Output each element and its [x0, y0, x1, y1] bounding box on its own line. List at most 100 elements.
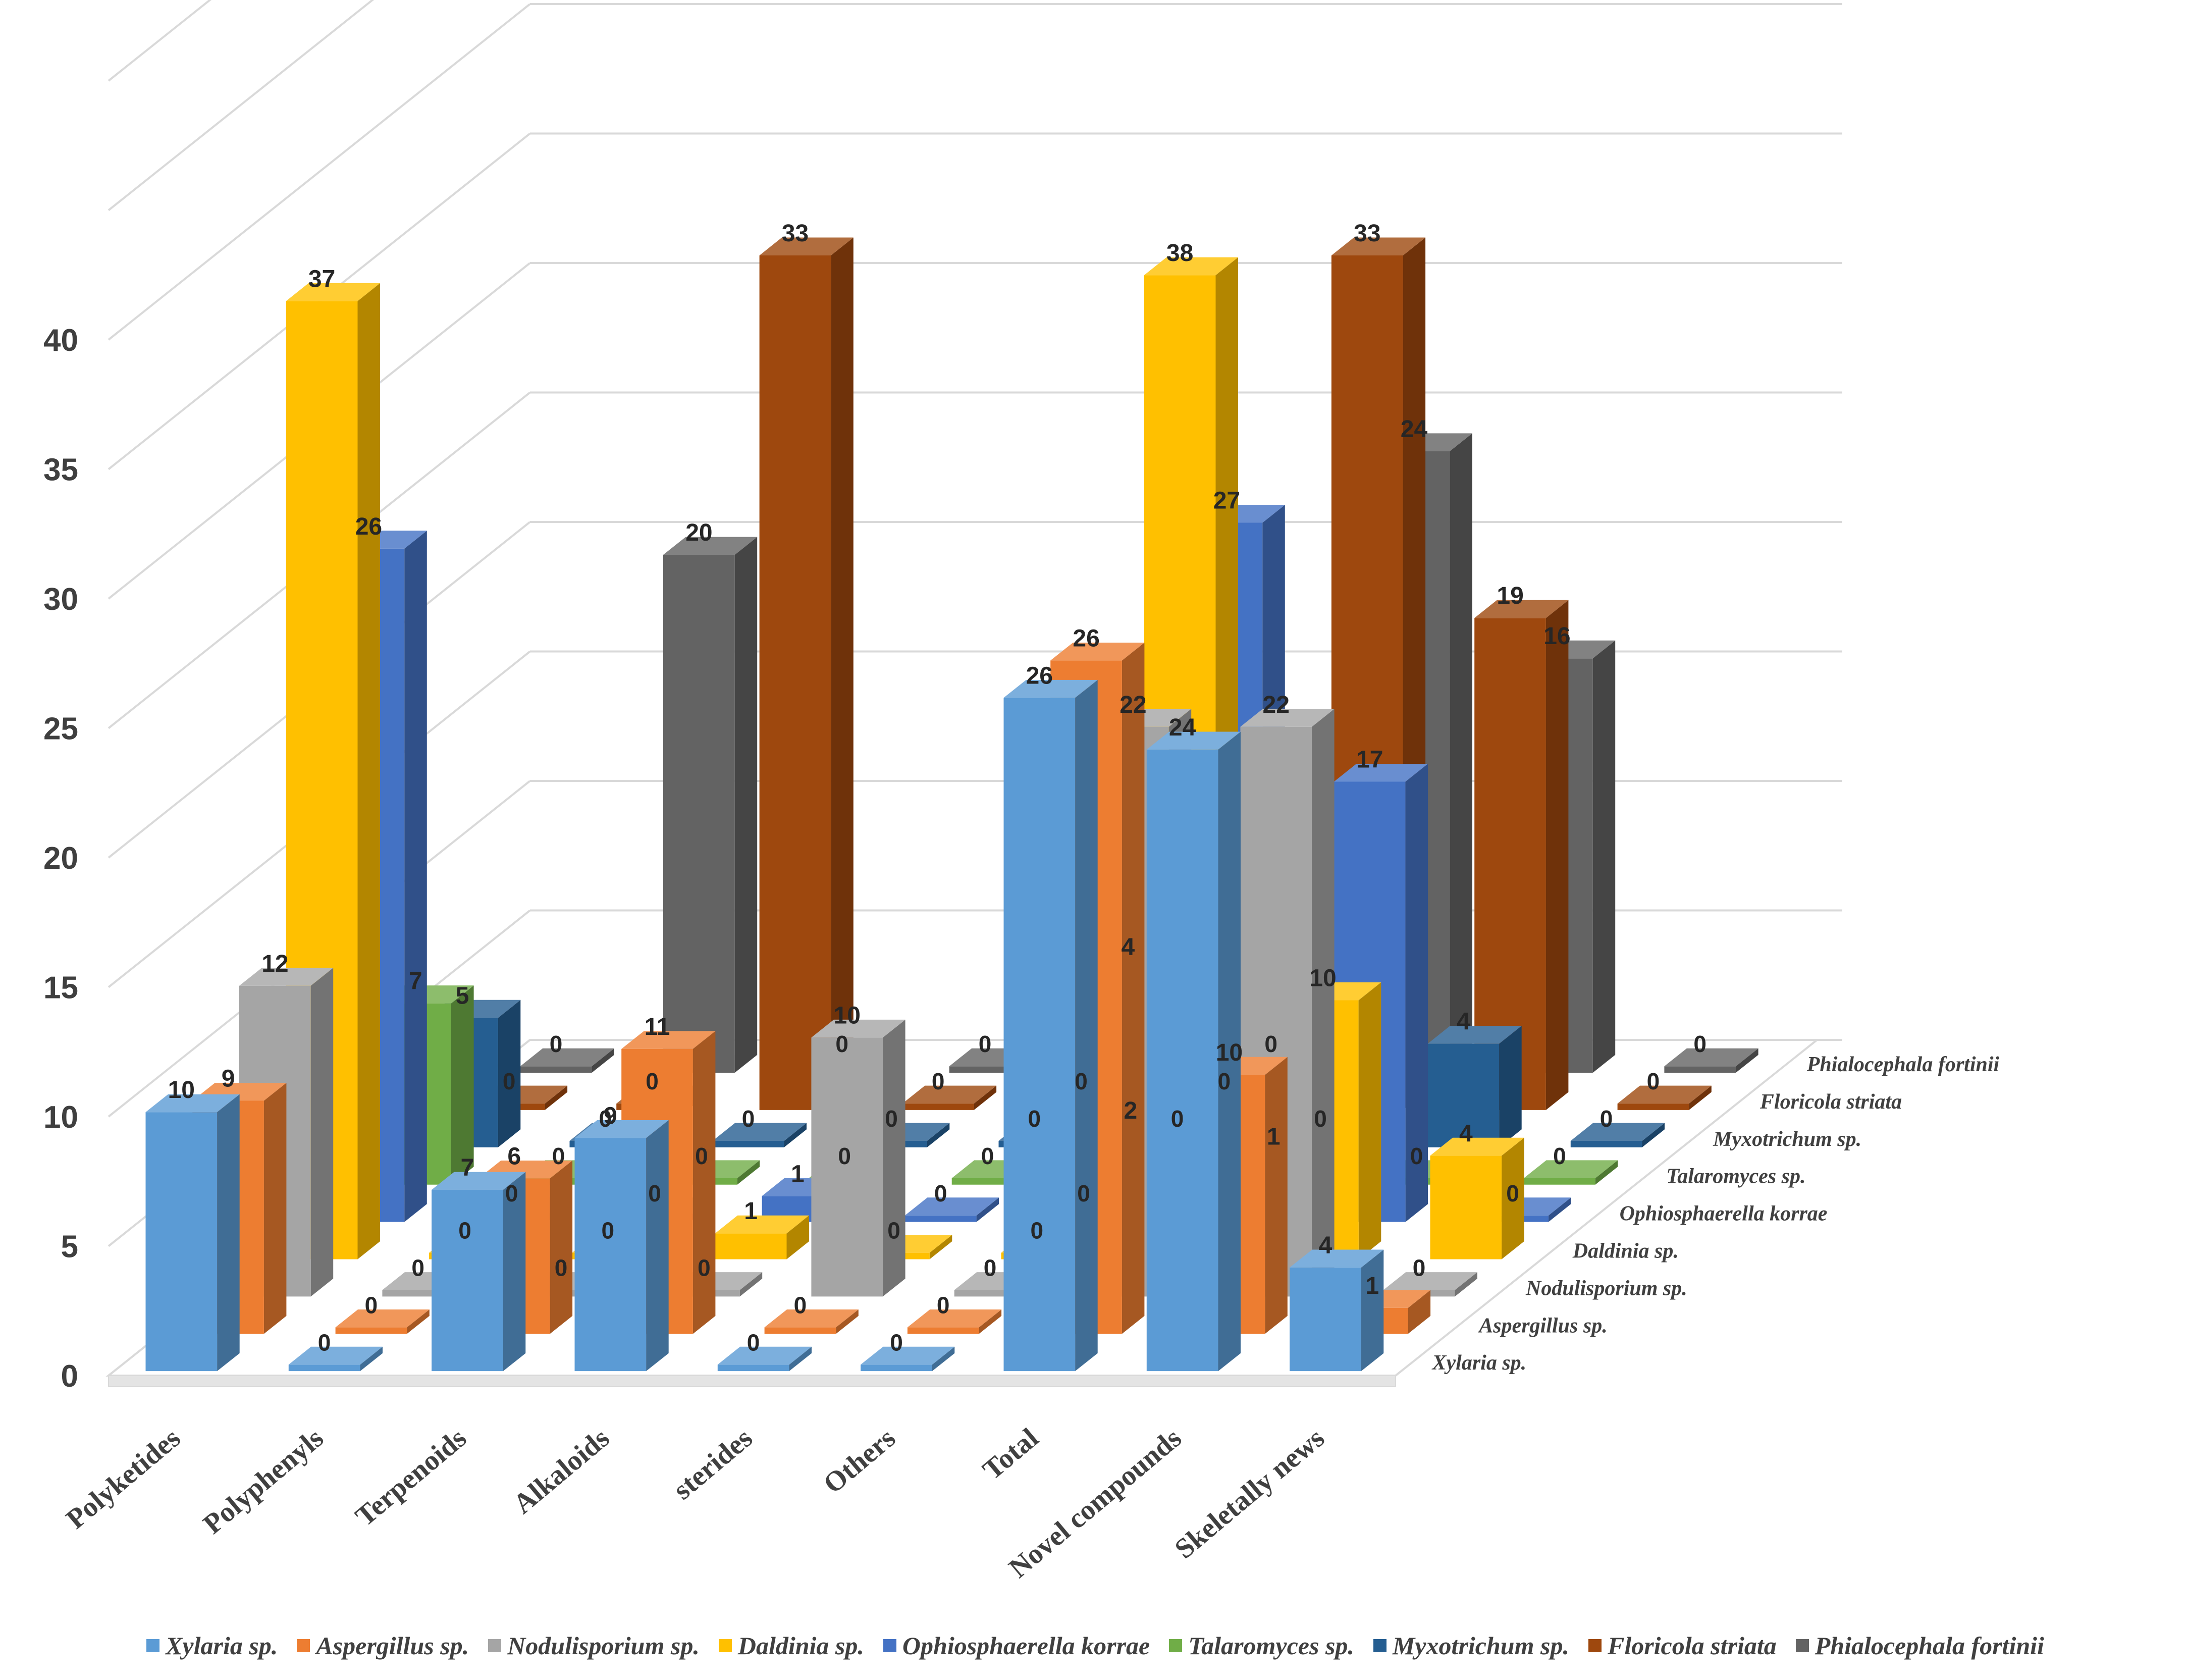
category-label: Skeletally news — [1169, 1422, 1330, 1564]
bar-front — [335, 1327, 407, 1334]
series-axis-labels: Xylaria sp. Aspergillus sp. Nodulisporium … — [1431, 1053, 2000, 1375]
legend-item: Myxotrichum sp. — [1373, 1631, 1569, 1660]
bar-top — [1524, 1160, 1618, 1178]
bar-top — [1430, 1137, 1524, 1156]
bar-aspergillus-sp--1 — [335, 1309, 430, 1334]
data-label: 27 — [1213, 488, 1240, 514]
data-label: 1 — [744, 1198, 758, 1225]
bar-xylaria-sp--7 — [1146, 731, 1241, 1372]
bar-side — [357, 283, 380, 1259]
bar-front — [902, 1104, 974, 1110]
data-label: 0 — [934, 1180, 947, 1206]
bar-top — [574, 1120, 669, 1138]
data-label: 2 — [1124, 1097, 1138, 1124]
bar-top — [1050, 643, 1145, 661]
data-label: 5 — [456, 982, 469, 1009]
data-label: 7 — [409, 968, 422, 995]
bar-floricola-striata-7 — [1474, 600, 1569, 1110]
bar-top — [286, 283, 380, 301]
category-label: Others — [818, 1422, 901, 1499]
bar-top — [1146, 731, 1241, 750]
bar-side — [451, 985, 474, 1185]
category-label: Polyphenyls — [197, 1422, 330, 1540]
y-tick-label: 15 — [43, 971, 78, 1006]
data-label: 10 — [168, 1077, 195, 1104]
bar-front — [1430, 1156, 1502, 1259]
bar-front — [717, 1364, 789, 1372]
bar-xylaria-sp--1 — [288, 1346, 383, 1372]
series-axis-label: Aspergillus sp. — [1477, 1314, 1607, 1337]
bar-side — [789, 1346, 812, 1372]
bar-front — [949, 1066, 1021, 1073]
bar-top — [1427, 1026, 1522, 1044]
bar-top — [902, 1085, 997, 1104]
bar-side — [786, 1215, 809, 1259]
bar-floricola-striata-2 — [759, 237, 854, 1110]
data-label: 0 — [458, 1218, 471, 1244]
bar-top — [715, 1215, 809, 1234]
bar-front — [811, 1037, 883, 1297]
data-label: 0 — [1553, 1143, 1566, 1169]
legend-swatch — [1169, 1639, 1183, 1652]
data-label: 0 — [937, 1292, 950, 1318]
legend-swatch — [146, 1639, 160, 1652]
data-label: 1 — [1267, 1123, 1281, 1150]
legend-label: Nodulisporium sp. — [507, 1632, 700, 1660]
data-label: 7 — [461, 1154, 474, 1181]
bar-front — [1570, 1141, 1642, 1147]
data-label: 10 — [1309, 965, 1336, 992]
legend-item: Daldinia sp. — [718, 1631, 864, 1660]
data-label: 0 — [503, 1068, 516, 1094]
legend-swatch — [718, 1639, 732, 1652]
data-label: 6 — [507, 1143, 521, 1170]
bar-side — [739, 1272, 763, 1297]
bar-top — [759, 237, 854, 255]
series-axis-label: Ophiosphaerella korrae — [1620, 1202, 1828, 1226]
bar-top — [520, 1048, 614, 1067]
bar-myxotrichum-sp--2 — [712, 1123, 807, 1147]
bar-front — [663, 555, 735, 1073]
bar-side — [1545, 600, 1569, 1110]
data-label: 4 — [1122, 934, 1135, 961]
bar-front — [520, 1066, 592, 1073]
data-label: 0 — [1031, 1218, 1044, 1244]
data-label: 4 — [1457, 1009, 1470, 1035]
y-tick-label: 0 — [61, 1359, 78, 1394]
data-label: 1 — [1365, 1273, 1379, 1299]
data-label: 0 — [648, 1180, 661, 1206]
bar-front — [1146, 749, 1218, 1372]
bar-floricola-striata-3 — [902, 1085, 997, 1110]
bar-side — [979, 1309, 1002, 1334]
data-label: 22 — [1119, 692, 1146, 718]
category-label: Alkaloids — [507, 1422, 615, 1520]
y-tick-label: 30 — [43, 582, 78, 617]
floor-edge — [108, 1375, 1396, 1387]
bar-top — [764, 1309, 859, 1328]
series-axis-label: Myxotrichum sp. — [1713, 1128, 1861, 1151]
y-axis-ticks: 0 5 10 15 20 25 30 35 40 — [43, 323, 78, 1394]
category-label: Terpenoids — [350, 1422, 472, 1532]
bar-side — [1736, 1048, 1758, 1073]
legend: Xylaria sp. Aspergillus sp. Nodulisporium … — [15, 1625, 2175, 1666]
bar-side — [503, 1172, 526, 1372]
data-label: 0 — [1506, 1180, 1519, 1206]
bar-top — [1570, 1123, 1665, 1141]
data-label: 20 — [685, 519, 712, 546]
bar-front — [904, 1215, 977, 1222]
data-label: 4 — [1319, 1232, 1332, 1259]
data-label: 0 — [1413, 1255, 1426, 1281]
series-axis-label: Daldinia sp. — [1572, 1240, 1679, 1263]
data-label: 10 — [834, 1002, 861, 1029]
bar-top — [288, 1346, 383, 1365]
data-label: 19 — [1497, 583, 1523, 609]
data-label: 26 — [1026, 662, 1053, 689]
y-tick-label: 25 — [43, 712, 78, 747]
data-label: 0 — [555, 1255, 568, 1281]
bar-xylaria-sp--8 — [1290, 1249, 1384, 1372]
bar-floricola-striata-8 — [1617, 1085, 1712, 1110]
gridline-side — [108, 0, 375, 212]
bar-side — [1455, 1272, 1477, 1297]
data-label: 9 — [222, 1066, 235, 1092]
bar-top — [1331, 237, 1426, 255]
